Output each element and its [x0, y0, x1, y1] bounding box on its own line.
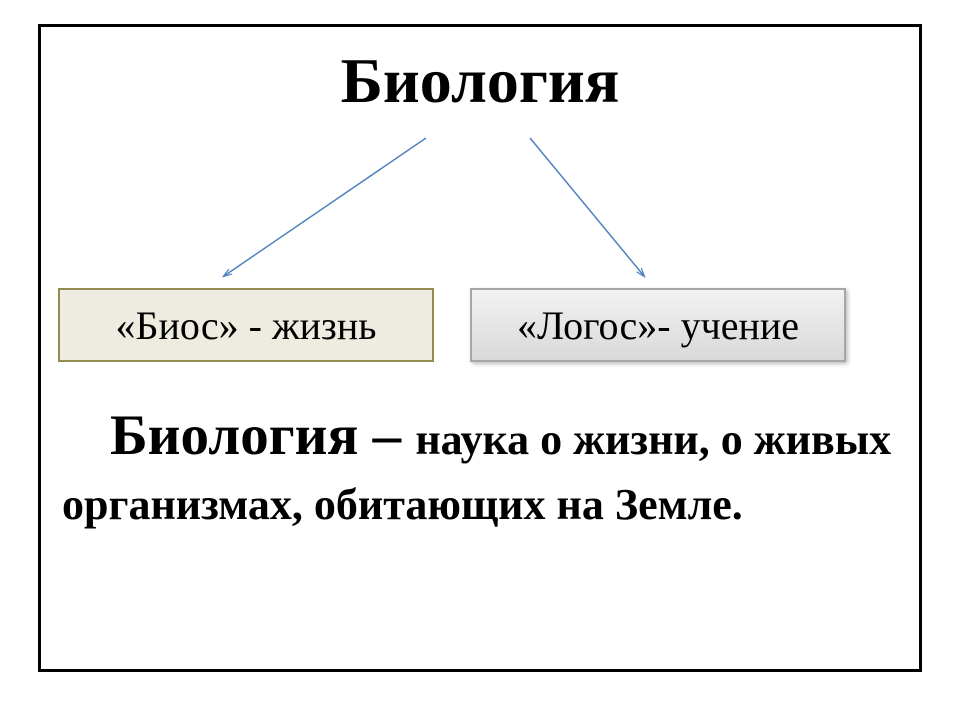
definition-term: Биология – [110, 404, 415, 467]
bios-label: «Биос» - жизнь [116, 302, 377, 349]
etymology-box-logos: «Логос»- учение [470, 288, 846, 362]
logos-label: «Логос»- учение [517, 302, 799, 349]
page-title: Биология [0, 44, 960, 118]
title-text: Биология [341, 45, 620, 116]
definition-paragraph: Биология – наука о жизни, о живых органи… [62, 398, 898, 534]
etymology-box-bios: «Биос» - жизнь [58, 288, 434, 362]
